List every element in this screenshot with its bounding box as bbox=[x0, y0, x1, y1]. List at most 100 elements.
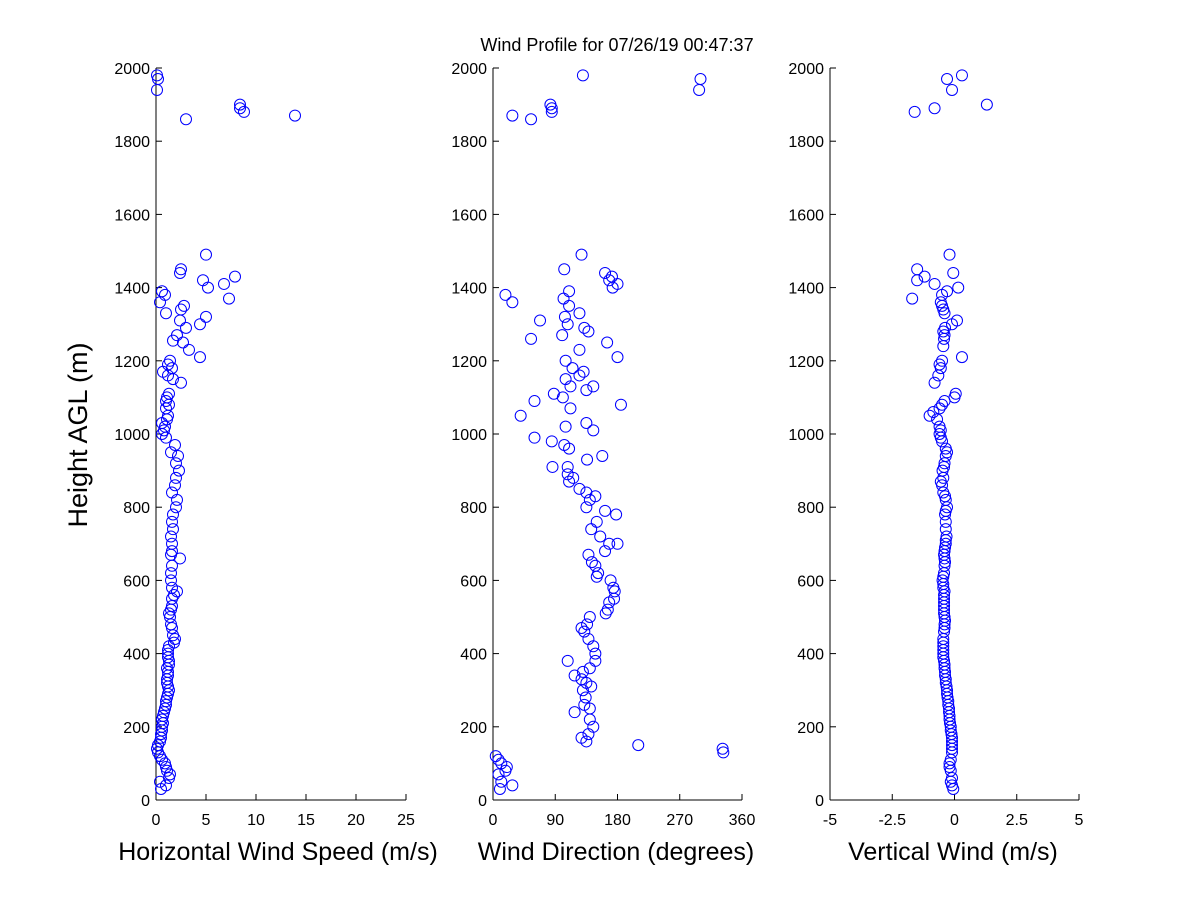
data-point bbox=[573, 369, 586, 382]
data-point bbox=[528, 431, 541, 444]
data-point bbox=[563, 285, 576, 298]
x-axis-label-speed: Horizontal Wind Speed (m/s) bbox=[118, 838, 438, 866]
data-point bbox=[168, 589, 180, 602]
y-tick-label: 1800 bbox=[451, 134, 487, 151]
data-point bbox=[580, 501, 593, 514]
data-point bbox=[943, 248, 956, 261]
x-tick-label: 90 bbox=[546, 812, 564, 829]
data-point bbox=[492, 768, 505, 781]
data-point bbox=[579, 691, 592, 704]
data-point bbox=[589, 559, 602, 572]
data-point bbox=[573, 482, 586, 495]
chart-title: Wind Profile for 07/26/19 00:47:37 bbox=[480, 35, 753, 55]
data-point bbox=[166, 486, 178, 499]
data-point bbox=[599, 545, 612, 558]
x-axis-label-vertical: Vertical Wind (m/s) bbox=[848, 838, 1058, 866]
y-tick-label: 1400 bbox=[788, 281, 824, 298]
data-point bbox=[939, 442, 952, 455]
data-point bbox=[156, 285, 168, 298]
y-tick-label: 600 bbox=[123, 573, 150, 590]
data-point bbox=[169, 438, 181, 451]
data-point bbox=[558, 438, 571, 451]
y-tick-label: 1600 bbox=[451, 207, 487, 224]
y-axis-label: Height AGL (m) bbox=[63, 342, 93, 527]
y-tick-label: 1800 bbox=[788, 134, 824, 151]
data-point bbox=[170, 457, 182, 470]
data-point bbox=[941, 72, 954, 85]
data-point bbox=[200, 248, 212, 261]
data-point bbox=[559, 420, 572, 433]
y-tick-label: 2000 bbox=[114, 61, 150, 78]
data-point bbox=[183, 343, 195, 356]
data-point bbox=[170, 471, 182, 484]
x-tick-label: 15 bbox=[297, 812, 315, 829]
panel-horizontal-wind-speed: 0 200 400 600 800 1000 1200 1400 1600 1800 2000 0 5 1… bbox=[114, 61, 415, 829]
data-point bbox=[547, 387, 560, 400]
x-tick-label: 25 bbox=[397, 812, 415, 829]
data-point bbox=[165, 446, 177, 459]
y-tick-label: 200 bbox=[797, 720, 824, 737]
data-point bbox=[561, 654, 574, 667]
data-point bbox=[162, 647, 174, 660]
y-tick-label: 400 bbox=[460, 647, 487, 664]
data-point bbox=[599, 266, 612, 279]
x-tick-label: -5 bbox=[823, 812, 837, 829]
y-tick-label: 800 bbox=[460, 500, 487, 517]
data-point bbox=[610, 508, 623, 521]
data-point bbox=[940, 530, 953, 543]
data-point bbox=[234, 102, 246, 115]
y-tick-label: 200 bbox=[460, 720, 487, 737]
data-point bbox=[180, 113, 192, 126]
data-point bbox=[561, 318, 574, 331]
data-point bbox=[175, 376, 187, 389]
data-point bbox=[949, 387, 962, 400]
data-point bbox=[601, 336, 614, 349]
data-point bbox=[160, 307, 172, 320]
data-point bbox=[603, 537, 616, 550]
data-point bbox=[234, 98, 246, 111]
data-point bbox=[582, 325, 595, 338]
data-point bbox=[559, 373, 572, 386]
data-point bbox=[546, 460, 559, 473]
data-point bbox=[596, 449, 609, 462]
data-point bbox=[592, 567, 605, 580]
data-point bbox=[166, 581, 178, 594]
y-tick-label: 1000 bbox=[788, 427, 824, 444]
data-point bbox=[943, 761, 956, 774]
data-point bbox=[939, 321, 952, 334]
y-tick-label: 1200 bbox=[788, 354, 824, 371]
data-point bbox=[489, 750, 502, 763]
y-tick-label: 1600 bbox=[114, 207, 150, 224]
data-point bbox=[580, 417, 593, 430]
data-point bbox=[936, 354, 949, 367]
data-point bbox=[506, 779, 519, 792]
data-point bbox=[561, 460, 574, 473]
data-point bbox=[576, 69, 589, 82]
data-point bbox=[568, 669, 581, 682]
data-point bbox=[558, 263, 571, 276]
y-tick-label: 1000 bbox=[451, 427, 487, 444]
data-point bbox=[947, 266, 960, 279]
x-tick-label: 2.5 bbox=[1006, 812, 1028, 829]
data-point bbox=[558, 310, 571, 323]
data-point bbox=[937, 486, 950, 499]
data-point bbox=[934, 296, 947, 309]
data-point bbox=[980, 98, 993, 111]
panel-vertical-wind: 0 200 400 600 800 1000 1200 1400 1600 1800 2000 -5 -… bbox=[788, 61, 1083, 829]
data-point bbox=[556, 329, 569, 342]
data-point bbox=[492, 753, 505, 766]
y-tick-label: 0 bbox=[141, 793, 150, 810]
data-point bbox=[594, 530, 607, 543]
data-point bbox=[580, 384, 593, 397]
x-tick-label: 270 bbox=[666, 812, 693, 829]
data-point bbox=[578, 698, 591, 711]
data-point bbox=[166, 515, 178, 528]
x-tick-label: 180 bbox=[604, 812, 631, 829]
data-point bbox=[167, 523, 179, 536]
data-point bbox=[561, 468, 574, 481]
data-point bbox=[164, 354, 176, 367]
y-tick-label: 400 bbox=[797, 647, 824, 664]
data-point bbox=[581, 618, 594, 631]
y-tick-label: 600 bbox=[797, 573, 824, 590]
y-tick-label: 0 bbox=[478, 793, 487, 810]
